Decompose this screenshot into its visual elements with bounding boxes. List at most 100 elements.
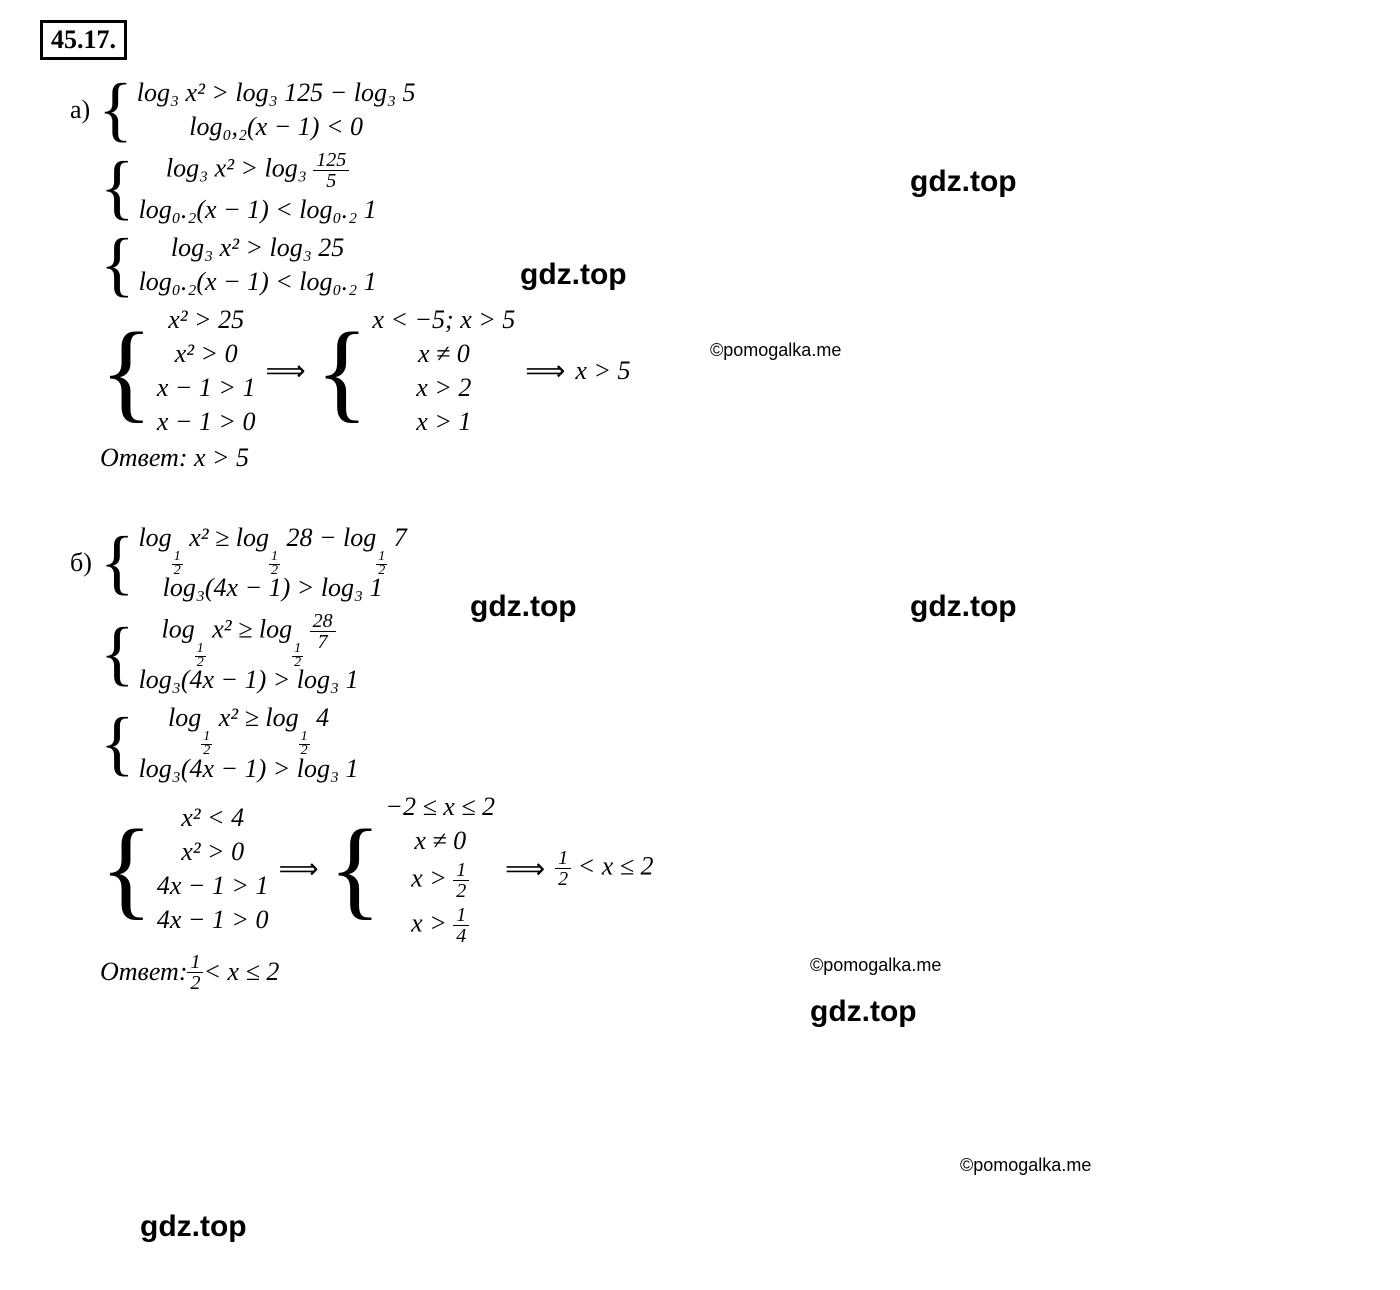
eq-text: x >: [411, 908, 453, 937]
frac-den: 4: [453, 926, 469, 946]
eq-text: x² ≥ log: [219, 703, 299, 732]
eq-text: 7: [394, 523, 407, 552]
watermark: gdz.top: [470, 590, 577, 624]
brace-icon: {: [100, 236, 135, 294]
part-a-system4: { x² > 25 x² > 0 x − 1 > 1 x − 1 > 0 ⟹ {…: [100, 303, 1360, 439]
frac-num: 1: [453, 860, 469, 881]
frac-den: 5: [323, 171, 339, 191]
brace-icon: {: [100, 625, 135, 683]
eq-row: x² > 0: [175, 339, 238, 369]
eq-text: log: [138, 523, 171, 552]
part-a-system2: { log₃ x² > log₃ 125 5 log₀.₂(x − 1) < l…: [100, 148, 1360, 227]
watermark: gdz.top: [910, 165, 1017, 199]
eq-row: 4x − 1 > 0: [157, 905, 269, 935]
part-b-answer: Ответ : 1 2 < x ≤ 2: [100, 952, 1360, 993]
frac-den: 2: [197, 657, 204, 670]
frac-den: 2: [294, 657, 301, 670]
answer-text: < x ≤ 2: [203, 957, 279, 987]
frac-num: 1: [187, 952, 203, 973]
eq-row: x < −5; x > 5: [372, 305, 515, 335]
fraction: 1 2: [555, 848, 571, 889]
eq-row: x − 1 > 0: [157, 407, 256, 437]
watermark: gdz.top: [910, 590, 1017, 624]
part-b-system4: { x² < 4 x² > 0 4x − 1 > 1 4x − 1 > 0 ⟹ …: [100, 790, 1360, 948]
part-b-system3: { log12 x² ≥ log12 4 log₃(4x − 1) > log₃…: [100, 701, 1360, 785]
brace-icon: {: [100, 159, 135, 217]
eq-row: x² < 4: [181, 803, 244, 833]
answer-value: : x > 5: [179, 443, 249, 473]
frac-num: 1: [453, 905, 469, 926]
implies-icon: ⟹: [505, 852, 545, 886]
eq-row: log₃(4x − 1) > log₃ 1: [139, 754, 359, 784]
sub-half: 12: [292, 643, 303, 669]
part-b-system2: { log12 x² ≥ log12 28 7 log₃(4x − 1) > l…: [100, 609, 1360, 697]
eq-row: x > 1 4: [411, 905, 469, 946]
part-a-system1: а) { log₃ x² > log₃ 125 − log₃ 5 log₀,₂(…: [70, 76, 1360, 144]
sub-half: 12: [172, 551, 183, 577]
sub-half: 12: [376, 551, 387, 577]
frac-den: 2: [453, 881, 469, 901]
watermark: gdz.top: [810, 995, 917, 1029]
eq-text: < x ≤ 2: [578, 852, 654, 881]
result: x > 5: [575, 356, 630, 386]
eq-row: x ≠ 0: [414, 826, 466, 856]
fraction: 1 2: [453, 860, 469, 901]
implies-icon: ⟹: [525, 354, 565, 388]
brace-icon: {: [316, 333, 369, 410]
watermark: ©pomogalka.me: [710, 340, 841, 361]
frac-den: 7: [315, 632, 331, 652]
brace-icon: {: [100, 333, 153, 410]
fraction: 1 2: [187, 952, 203, 993]
eq-text: x >: [411, 863, 453, 892]
answer-label: Ответ: [100, 443, 179, 473]
eq-row: log₃(4x − 1) > log₃ 1: [163, 573, 383, 603]
eq-row: x² > 0: [181, 837, 244, 867]
implies-icon: ⟹: [278, 852, 318, 886]
eq-row: log12 x² ≥ log12 28 − log12 7: [138, 523, 406, 569]
fraction: 28 7: [310, 611, 336, 652]
frac-den: 2: [174, 565, 181, 578]
watermark: gdz.top: [140, 1210, 247, 1244]
eq-row: log₀.₂(x − 1) < log₀.₂ 1: [139, 267, 377, 297]
eq-row: −2 ≤ x ≤ 2: [385, 792, 495, 822]
fraction: 125 5: [313, 150, 349, 191]
eq-row: log12 x² ≥ log12 28 7: [162, 611, 336, 661]
eq-row: log₃(4x − 1) > log₃ 1: [139, 665, 359, 695]
part-a-answer: Ответ : x > 5: [100, 443, 1360, 473]
eq-row: log₃ x² > log₃ 125 − log₃ 5: [137, 78, 416, 108]
brace-icon: {: [100, 715, 135, 773]
result: 1 2 < x ≤ 2: [555, 848, 653, 889]
frac-num: 28: [310, 611, 336, 632]
eq-row: x > 1: [416, 407, 471, 437]
sub-half: 12: [299, 731, 310, 757]
eq-row: x² > 25: [168, 305, 244, 335]
frac-den: 2: [203, 745, 210, 758]
part-b-label: б): [70, 548, 92, 578]
frac-den: 2: [378, 565, 385, 578]
eq-row: log₀,₂(x − 1) < 0: [189, 112, 363, 142]
implies-icon: ⟹: [265, 354, 305, 388]
fraction: 1 4: [453, 905, 469, 946]
brace-icon: {: [100, 830, 153, 907]
part-a-label: а): [70, 95, 90, 125]
watermark: ©pomogalka.me: [810, 955, 941, 976]
frac-num: 125: [313, 150, 349, 171]
eq-row: x ≠ 0: [418, 339, 470, 369]
brace-icon: {: [329, 830, 382, 907]
eq-text: 28 − log: [287, 523, 377, 552]
frac-den: 2: [187, 973, 203, 993]
brace-icon: {: [98, 81, 133, 139]
problem-number: 45.17.: [40, 20, 127, 60]
frac-den: 2: [555, 869, 571, 889]
brace-icon: {: [100, 534, 135, 592]
sub-half: 12: [195, 643, 206, 669]
eq-row: 4x − 1 > 1: [157, 871, 269, 901]
watermark: ©pomogalka.me: [960, 1155, 1091, 1176]
eq-text: 4: [316, 703, 329, 732]
eq-row: log₃ x² > log₃ 25: [171, 233, 344, 263]
eq-row: x > 1 2: [411, 860, 469, 901]
eq-row: x > 2: [416, 373, 471, 403]
answer-label: Ответ: [100, 957, 179, 987]
part-a-system3: { log₃ x² > log₃ 25 log₀.₂(x − 1) < log₀…: [100, 231, 1360, 299]
frac-num: 1: [555, 848, 571, 869]
